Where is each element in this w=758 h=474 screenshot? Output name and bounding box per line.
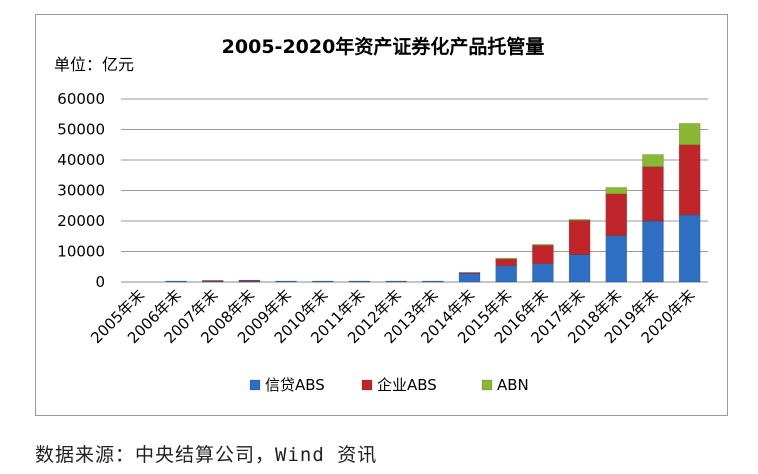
unit-label: 单位：亿元 [54, 55, 134, 74]
legend: 信贷ABS 企业ABS ABN [249, 376, 529, 394]
bar-segment-2 [642, 166, 664, 222]
bar-segment-1 [312, 280, 334, 283]
bar-segment-1 [495, 265, 517, 283]
y-tick-label: 10000 [57, 243, 105, 261]
legend-swatch [249, 379, 261, 391]
bar-segment-1 [605, 235, 628, 283]
stacked-bar-chart: 2005-2020年资产证券化产品托管量 单位：亿元 0 10000 20000 30… [54, 35, 708, 394]
bar-segment-2 [532, 245, 554, 264]
bar-segment-1 [678, 214, 701, 283]
source-note: 数据来源：中央结算公司，Wind 资讯 [35, 444, 378, 466]
bar-segment-2 [458, 272, 481, 274]
bar-segment-3 [532, 244, 554, 246]
y-axis: 0 10000 20000 30000 40000 50000 60000 [57, 90, 105, 291]
bars [165, 123, 701, 283]
y-tick-label: 20000 [57, 212, 105, 230]
bar-segment-3 [642, 154, 664, 167]
bar-segment-1 [385, 280, 407, 283]
gridlines [121, 98, 708, 283]
chart-title: 2005-2020年资产证券化产品托管量 [222, 35, 545, 58]
bar-segment-2 [495, 258, 517, 267]
bar-segment-1 [568, 254, 591, 283]
bar-segment-1 [532, 263, 554, 283]
legend-label: ABN [497, 376, 529, 394]
bar-segment-2 [238, 279, 261, 282]
y-tick-label: 30000 [57, 182, 105, 200]
bar-segment-3 [568, 219, 591, 221]
bar-segment-1 [165, 280, 187, 283]
bar-segment-1 [458, 273, 481, 283]
bar-segment-1 [275, 280, 297, 283]
bar-segment-1 [642, 220, 664, 283]
y-tick-label: 0 [95, 273, 105, 291]
legend-label: 信贷ABS [265, 376, 325, 394]
chart-frame: 2005-2020年资产证券化产品托管量 单位：亿元 0 10000 20000 30… [35, 14, 728, 416]
bar-segment-2 [201, 280, 224, 282]
bar-segment-1 [348, 280, 371, 283]
legend-label: 企业ABS [377, 376, 437, 394]
bar-segment-2 [605, 193, 628, 236]
y-tick-label: 60000 [57, 90, 105, 108]
bar-segment-2 [678, 144, 701, 216]
legend-swatch [481, 379, 493, 391]
legend-swatch [361, 379, 373, 391]
bar-segment-1 [422, 280, 444, 283]
bar-segment-3 [605, 187, 628, 195]
y-tick-label: 50000 [57, 121, 105, 139]
y-tick-label: 40000 [57, 151, 105, 169]
x-axis: 2005年末2006年末2007年末2008年末2009年末2010年末2011… [87, 286, 698, 347]
bar-segment-3 [495, 257, 517, 260]
bar-segment-3 [678, 123, 701, 146]
bar-segment-2 [568, 220, 591, 255]
